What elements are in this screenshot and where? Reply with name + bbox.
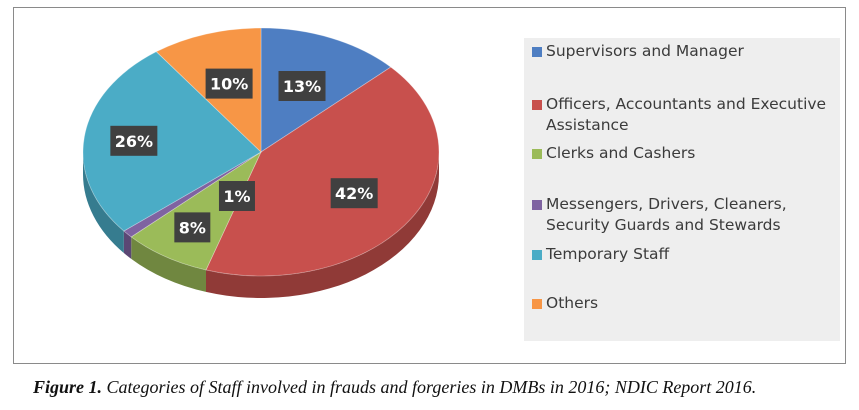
chart-legend: Supervisors and Manager Officers, Accoun… bbox=[524, 38, 840, 341]
data-label-text: 8% bbox=[179, 218, 206, 237]
figure-caption-text: Categories of Staff involved in frauds a… bbox=[102, 377, 757, 397]
data-label: 13% bbox=[278, 70, 326, 101]
legend-item-officers: Officers, Accountants and Executive Assi… bbox=[532, 94, 832, 136]
pie-slice-side bbox=[123, 231, 132, 259]
legend-swatch bbox=[532, 299, 542, 309]
figure-caption-prefix: Figure 1. bbox=[33, 377, 103, 397]
data-label: 8% bbox=[174, 212, 211, 243]
pie-slice bbox=[260, 27, 392, 153]
pie-slice bbox=[82, 51, 262, 232]
legend-item-others: Others bbox=[532, 293, 832, 314]
pie-slice-side bbox=[131, 236, 206, 292]
pie-slice-side bbox=[83, 152, 124, 254]
legend-swatch bbox=[532, 200, 542, 210]
data-label: 42% bbox=[330, 178, 378, 209]
data-label: 1% bbox=[218, 181, 255, 211]
legend-item-supervisors: Supervisors and Manager bbox=[532, 41, 832, 62]
pie-slice bbox=[123, 151, 262, 238]
data-label-text: 26% bbox=[115, 132, 153, 151]
legend-swatch bbox=[532, 250, 542, 260]
pie-slice bbox=[205, 66, 440, 277]
data-label: 10% bbox=[205, 68, 253, 99]
legend-item-label: Messengers, Drivers, Cleaners, Security … bbox=[546, 195, 787, 234]
legend-swatch bbox=[532, 149, 542, 159]
legend-item-label: Others bbox=[546, 294, 599, 312]
pie-slice-side bbox=[205, 152, 439, 298]
legend-swatch bbox=[532, 47, 542, 57]
data-label-text: 13% bbox=[283, 77, 321, 96]
legend-item-label: Temporary Staff bbox=[546, 245, 670, 263]
legend-item-clerks: Clerks and Cashers bbox=[532, 143, 832, 164]
data-label-text: 1% bbox=[223, 187, 250, 206]
pie-chart: 13% 42% 8% 1% 26% 10% bbox=[82, 27, 440, 298]
legend-item-label: Supervisors and Manager bbox=[546, 42, 744, 60]
legend-item-temporary: Temporary Staff bbox=[532, 244, 832, 265]
figure-caption: Figure 1. Categories of Staff involved i… bbox=[33, 377, 756, 398]
legend-item-messengers: Messengers, Drivers, Cleaners, Security … bbox=[532, 194, 832, 236]
pie-data-labels: 13% 42% 8% 1% 26% 10% bbox=[110, 68, 378, 243]
legend-swatch bbox=[532, 100, 542, 110]
legend-item-label: Clerks and Cashers bbox=[546, 144, 696, 162]
pie-sides bbox=[83, 152, 439, 298]
data-label-text: 42% bbox=[335, 184, 373, 203]
data-label-text: 10% bbox=[210, 75, 248, 94]
data-label: 26% bbox=[110, 125, 158, 156]
legend-item-label: Officers, Accountants and Executive Assi… bbox=[546, 95, 827, 134]
